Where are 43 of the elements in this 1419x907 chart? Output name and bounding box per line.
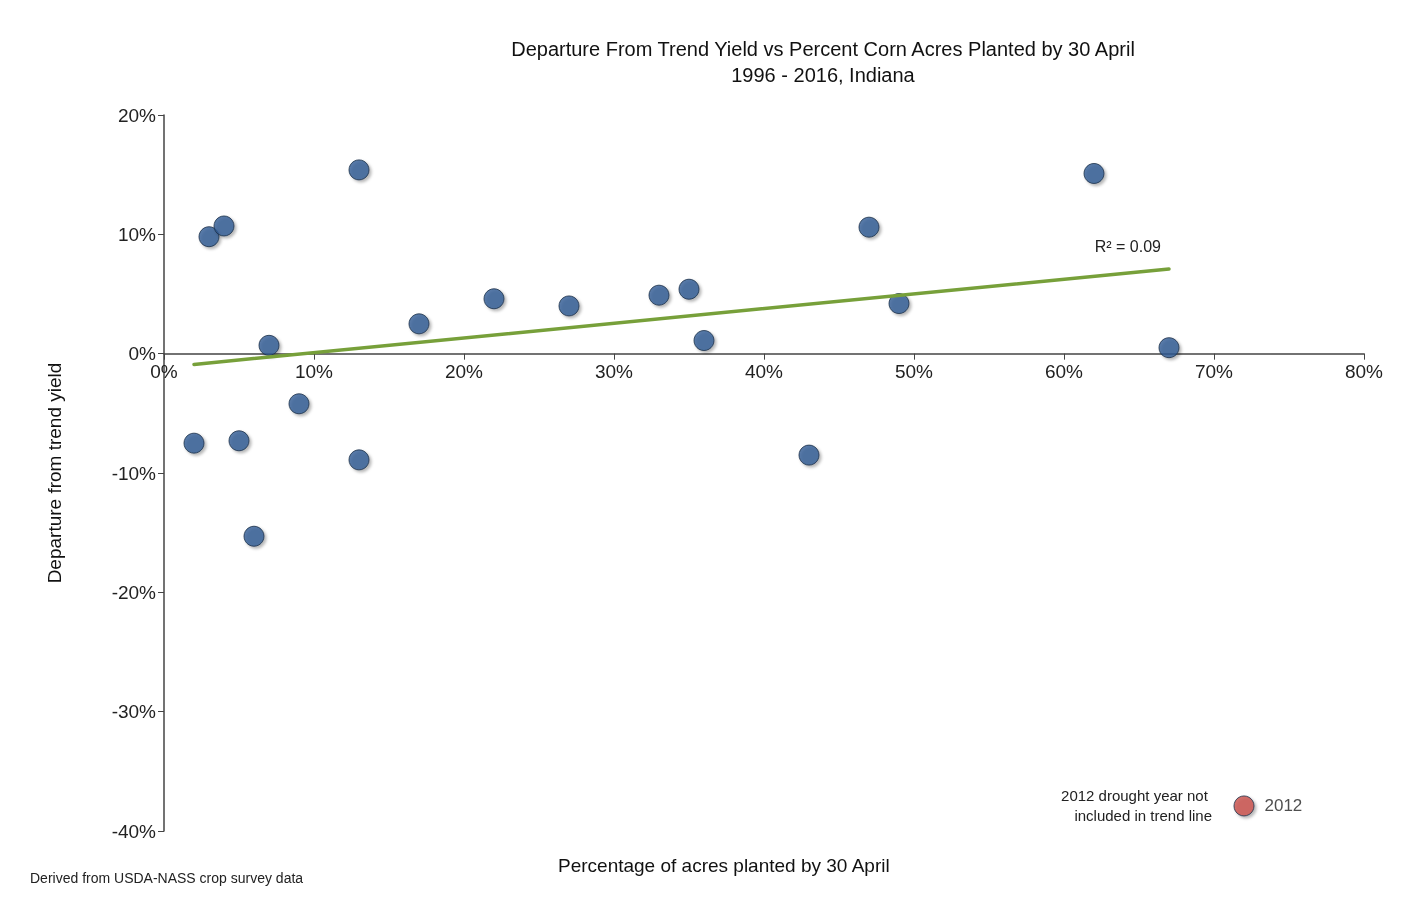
point: [558, 295, 580, 317]
point: [348, 159, 370, 181]
point: [798, 444, 820, 466]
point: [258, 334, 280, 356]
point: [678, 278, 700, 300]
point: [1233, 795, 1255, 817]
chart-subtitle: 1996 - 2016, Indiana: [731, 64, 916, 86]
point: [648, 284, 670, 306]
y-tick-label: 0%: [128, 343, 157, 365]
y-axis-title: Departure from trend yield: [44, 362, 65, 584]
y-tick-label: -20%: [111, 581, 157, 603]
x-tick-label: 80%: [1344, 360, 1384, 382]
x-tick-label: 70%: [1194, 360, 1234, 382]
point: [198, 226, 220, 248]
point: [288, 393, 310, 415]
y-tick-label: -40%: [111, 820, 157, 842]
annotation: R² = 0.09: [1094, 238, 1162, 256]
point: [408, 313, 430, 335]
x-tick-label: 30%: [594, 360, 634, 382]
x-tick-label: 10%: [294, 360, 334, 382]
y-tick-label: 20%: [117, 104, 157, 126]
point: [183, 432, 205, 454]
x-tick-label: 40%: [744, 360, 784, 382]
annotation: 2012 drought year not included in trend line: [1061, 787, 1212, 825]
x-tick-label: 20%: [444, 360, 484, 382]
point: [348, 449, 370, 471]
point: [243, 525, 265, 547]
y-tick-label: 10%: [117, 223, 157, 245]
point: [693, 330, 715, 352]
x-tick-label: 50%: [894, 360, 934, 382]
point: [228, 430, 250, 452]
x-tick-label: 60%: [1044, 360, 1084, 382]
series-label: 2012: [1264, 796, 1303, 816]
point: [1083, 162, 1105, 184]
point: [1158, 337, 1180, 359]
point: [483, 288, 505, 310]
y-tick-label: -10%: [111, 462, 157, 484]
point: [213, 215, 235, 237]
x-axis-title: Percentage of acres planted by 30 April: [558, 855, 890, 876]
text: Derived from USDA-NASS crop survey data: [30, 870, 304, 886]
chart-title: Departure From Trend Yield vs Percent Corn Acres Planted by 30 April: [511, 38, 1135, 60]
point: [858, 216, 880, 238]
y-tick-label: -30%: [111, 701, 157, 723]
